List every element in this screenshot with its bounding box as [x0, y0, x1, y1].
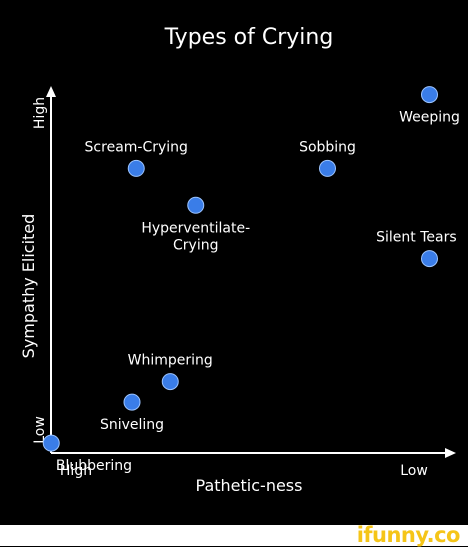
data-point — [42, 434, 60, 452]
data-point — [421, 250, 438, 268]
chart-title: Types of Crying — [164, 25, 334, 50]
data-points: Weeping Sobbing Scream-Crying Hyperventilat… — [42, 86, 460, 474]
data-point-label: Blubbering — [56, 458, 132, 474]
data-point-label: Whimpering — [128, 353, 213, 369]
data-point-label: Sniveling — [100, 417, 164, 433]
footer-bar — [0, 525, 468, 546]
x-axis-label: Pathetic-ness — [196, 476, 303, 495]
data-point-label: Weeping — [399, 110, 460, 126]
data-point-label: Silent Tears — [376, 230, 457, 246]
y-axis-arrowhead — [46, 86, 56, 97]
y-axis-label: Sympathy Elicited — [19, 214, 38, 359]
data-point — [187, 196, 205, 214]
ifunny-watermark: ifunny.co — [356, 523, 461, 547]
y-tick-low-label: Low — [32, 416, 48, 444]
data-point — [127, 159, 145, 177]
data-point — [421, 86, 438, 104]
x-tick-low-label: Low — [400, 463, 428, 479]
data-point-label: Hyperventilate-Crying — [141, 220, 250, 253]
x-axis-arrowhead — [445, 448, 456, 458]
data-point — [319, 159, 336, 177]
data-point — [123, 393, 141, 411]
data-point-label: Sobbing — [299, 139, 356, 155]
data-point-label: Scream-Crying — [85, 139, 188, 155]
x-tick-high-label: High — [60, 463, 92, 479]
y-tick-high-label: High — [32, 97, 48, 129]
data-point — [161, 373, 179, 391]
